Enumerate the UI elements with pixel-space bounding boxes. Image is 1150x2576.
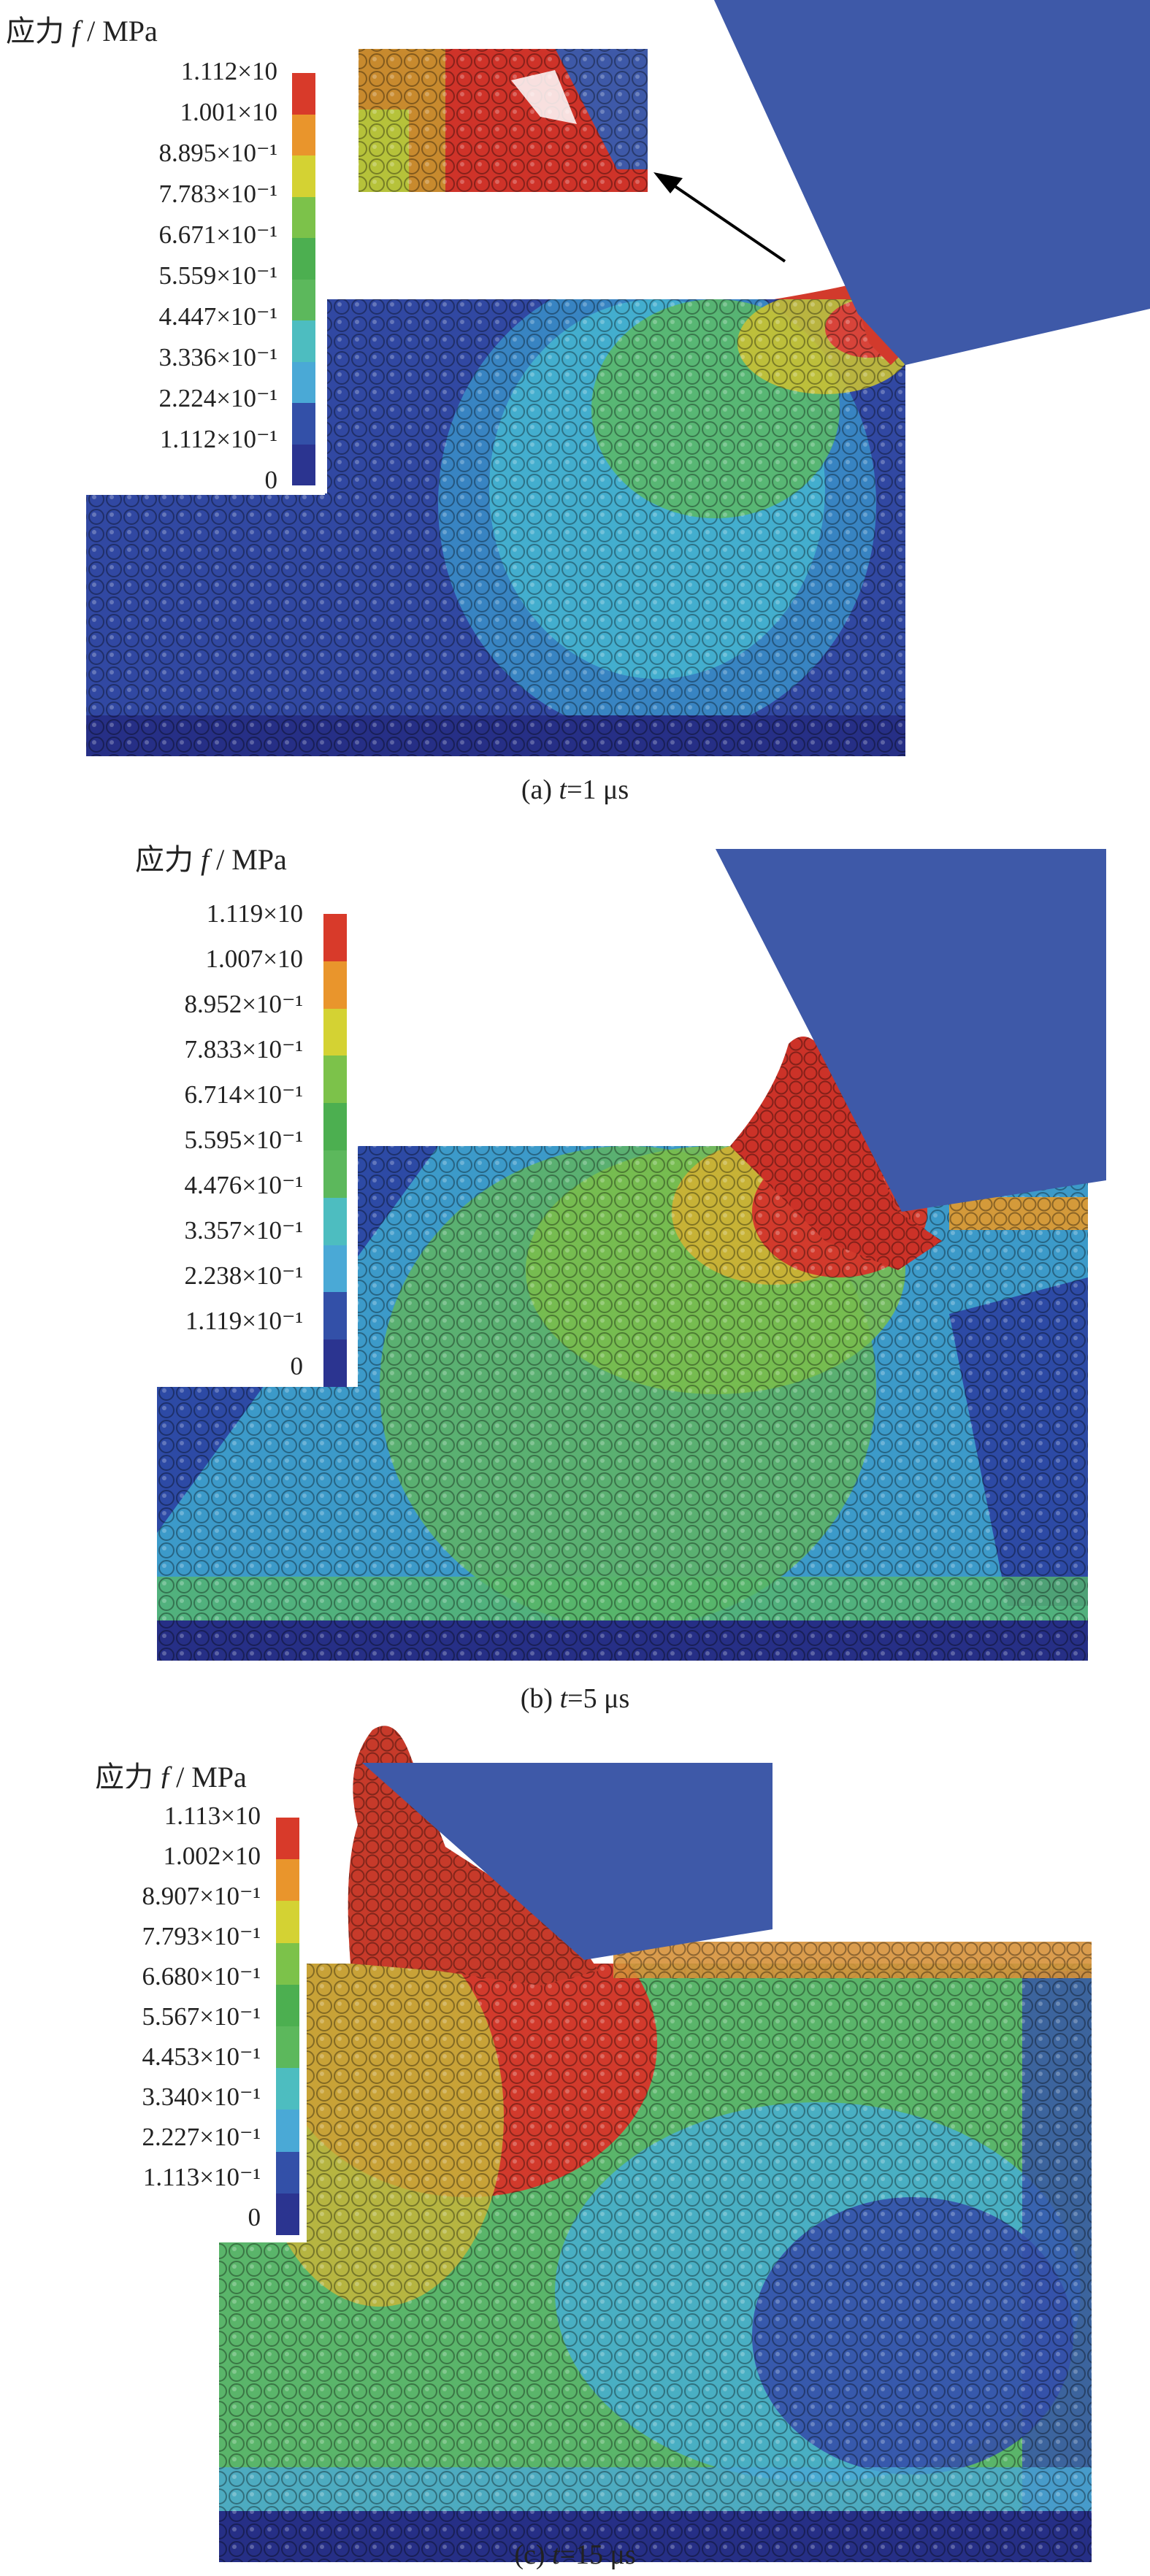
scale-label: 5.595×10⁻¹ <box>184 1126 303 1154</box>
color-scale-segment <box>323 1339 347 1387</box>
scale-label: 0 <box>264 466 278 494</box>
scale-label: 8.952×10⁻¹ <box>184 990 303 1018</box>
color-scale-segment <box>323 1292 347 1340</box>
color-scale-segment <box>276 2193 299 2235</box>
scale-label: 4.476×10⁻¹ <box>184 1171 303 1199</box>
scale-label: 3.357×10⁻¹ <box>184 1216 303 1245</box>
caption: (b) t=5 μs <box>520 1683 630 1714</box>
scale-label: 7.833×10⁻¹ <box>184 1035 303 1064</box>
scale-label: 5.567×10⁻¹ <box>142 2002 261 2031</box>
scale-label: 0 <box>290 1352 304 1380</box>
color-scale-segment <box>323 914 347 961</box>
scale-label: 7.793×10⁻¹ <box>142 1922 261 1950</box>
color-scale-segment <box>276 1859 299 1902</box>
zoom-inset <box>357 47 649 193</box>
caption: (c) t=15 μs <box>514 2540 636 2570</box>
scale-label: 4.447×10⁻¹ <box>158 302 277 331</box>
scale-label: 6.680×10⁻¹ <box>142 1962 261 1991</box>
scale-label: 0 <box>248 2203 261 2231</box>
scale-label: 2.238×10⁻¹ <box>184 1261 303 1290</box>
legend-title: 应力 f / MPa <box>95 1761 247 1793</box>
color-scale-segment <box>323 1008 347 1056</box>
scale-label: 7.783×10⁻¹ <box>158 180 277 208</box>
legend-box <box>0 50 325 495</box>
color-scale-segment <box>292 73 315 115</box>
color-scale-segment <box>292 238 315 280</box>
scale-label: 1.119×10⁻¹ <box>185 1307 303 1335</box>
color-scale-segment <box>292 361 315 403</box>
color-scale-segment <box>276 1901 299 1943</box>
color-scale-segment <box>323 1197 347 1245</box>
color-scale-bar <box>276 1818 299 2235</box>
scale-label: 3.336×10⁻¹ <box>158 343 277 372</box>
color-scale-segment <box>292 279 315 320</box>
color-scale-segment <box>292 196 315 238</box>
color-scale-bar <box>323 914 347 1387</box>
legend-box <box>88 1788 307 2242</box>
scale-label: 1.113×10⁻¹ <box>142 2163 261 2191</box>
cutting-tool-b <box>716 849 1106 1212</box>
color-scale-segment <box>323 1103 347 1150</box>
color-scale-segment <box>323 1056 347 1104</box>
color-scale-segment <box>276 1818 299 1860</box>
color-scale-segment <box>276 2026 299 2069</box>
scale-label: 4.453×10⁻¹ <box>142 2042 261 2071</box>
panel-b: 应力 f / MPa 1.119×10 1.007×10 8.952×10⁻¹ … <box>0 825 1150 1737</box>
scale-label: 1.001×10 <box>180 98 278 126</box>
inset-arrow <box>659 175 786 263</box>
scale-label: 1.007×10 <box>205 945 304 973</box>
color-scale-segment <box>276 2068 299 2110</box>
workpiece-b <box>157 1146 1088 1661</box>
legend-title: 应力 f / MPa <box>135 843 287 876</box>
legend-box <box>110 876 356 1387</box>
cutting-tool-a <box>714 0 1150 365</box>
color-scale-segment <box>292 444 315 485</box>
scale-label: 2.224×10⁻¹ <box>158 384 277 412</box>
color-scale-segment <box>276 1984 299 2026</box>
panel-c: 应力 f / MPa 1.113×10 1.002×10 8.907×10⁻¹ … <box>0 1737 1150 2576</box>
cutting-tool-c <box>362 1763 773 1960</box>
color-scale-segment <box>276 2110 299 2152</box>
scale-label: 1.113×10 <box>164 1802 261 1830</box>
scale-label: 6.671×10⁻¹ <box>158 220 277 249</box>
scale-label: 3.340×10⁻¹ <box>142 2083 261 2111</box>
color-scale-segment <box>276 1942 299 1985</box>
scale-label: 1.002×10 <box>163 1842 261 1870</box>
scale-label: 8.895×10⁻¹ <box>158 139 277 167</box>
scale-label: 5.559×10⁻¹ <box>158 261 277 290</box>
color-scale-segment <box>292 403 315 445</box>
color-scale-segment <box>292 320 315 362</box>
scale-label: 1.112×10⁻¹ <box>159 425 277 453</box>
scale-label: 6.714×10⁻¹ <box>184 1080 303 1109</box>
color-scale-segment <box>323 1150 347 1198</box>
scale-label: 1.119×10 <box>206 899 303 928</box>
scale-label: 1.112×10 <box>180 57 277 85</box>
color-scale-segment <box>323 1245 347 1293</box>
legend-title: 应力 f / MPa <box>6 15 158 47</box>
caption: (a) t=1 μs <box>521 774 629 805</box>
color-scale-segment <box>292 114 315 155</box>
panel-a: 应力 f / MPa 1.112×10 1.001×10 8.895×10⁻¹ … <box>0 0 1150 825</box>
color-scale-segment <box>323 961 347 1009</box>
scale-label: 2.227×10⁻¹ <box>142 2123 261 2151</box>
color-scale-segment <box>292 155 315 197</box>
scale-label: 8.907×10⁻¹ <box>142 1882 261 1910</box>
color-scale-bar <box>292 73 315 485</box>
color-scale-segment <box>276 2151 299 2194</box>
